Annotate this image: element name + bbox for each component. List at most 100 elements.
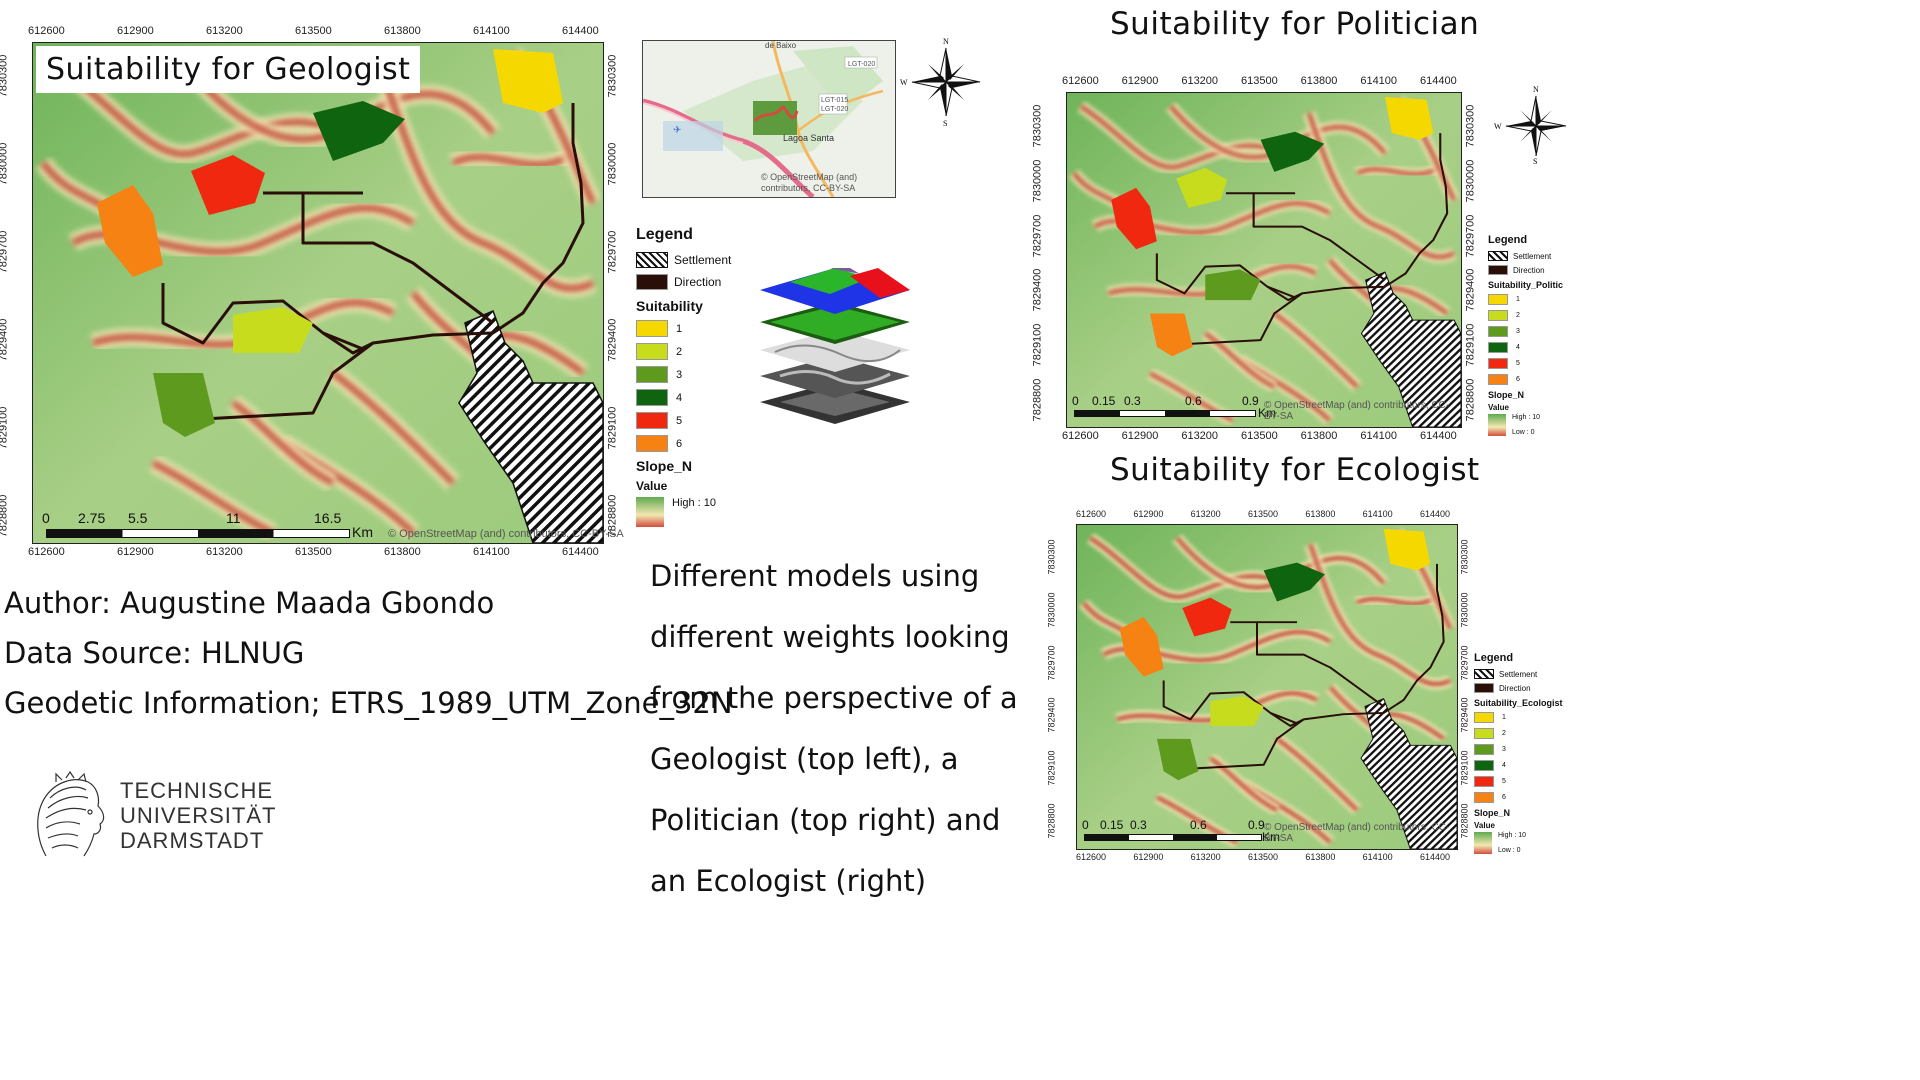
legend-low: Low : 0 [1512,429,1535,436]
class-swatch [636,389,668,406]
university-logo: TECHNISCHE UNIVERSITÄT DARMSTADT [26,768,316,864]
x-tick-label: 612600 [28,546,65,558]
legend-class-1: 1 [1474,712,1566,723]
direction-path [202,103,585,421]
class-label: 4 [1502,762,1506,769]
x-tick-label: 614100 [473,25,510,37]
compass-s: S [943,119,947,128]
legend-class-2: 2 [1474,728,1566,739]
logo-line2: UNIVERSITÄT [120,803,277,828]
x-tick-label: 612600 [1062,430,1099,442]
x-tick-label: 614100 [473,546,510,558]
suitability-zone-class-2 [1176,167,1228,208]
suitability-zone-class-6 [1149,313,1193,357]
class-label: 5 [676,414,683,427]
class-swatch [1488,358,1508,369]
compass-s: S [1533,157,1537,166]
direction-path [1269,712,1298,725]
legend-value: Value [1474,821,1495,830]
x-tick-label: 614400 [562,546,599,558]
class-label: 2 [1502,730,1506,737]
slope-ridge [1209,756,1279,813]
legend-suitability-ecologist: Suitability_Ecologist [1474,698,1563,708]
class-swatch [1488,374,1508,385]
legend-title: Legend [1488,234,1528,246]
direction-path [1162,680,1305,727]
slope-ridge [451,150,576,169]
inset-place-top: de Baixo [765,41,797,50]
ecologist-map-title: Suitability for Ecologist [1110,452,1480,488]
slope-ridge [379,71,595,292]
y-tick-label: 7828800 [1031,378,1044,422]
y-tick-label: 7829700 [1031,214,1044,258]
x-tick-label: 614100 [1360,430,1398,442]
class-label: 4 [676,391,683,404]
x-tick-label: 613800 [1305,509,1336,519]
y-tick-label: 7829700 [1459,645,1470,681]
x-tick-label: 612600 [28,25,65,37]
legend-title: Legend [1474,652,1514,664]
layer-stack-illustration [750,262,920,432]
inset-road-label: LGT-015 [821,97,848,104]
x-tick-label: 612600 [1076,852,1107,862]
y-tick-label: 7830000 [1464,159,1477,203]
slope-ramp [636,497,664,527]
ecologist-scalebar: 0 0.15 0.3 0.6 0.9 Km [1080,818,1330,846]
y-tick-label: 7829100 [1464,323,1477,367]
legend-value: Value [636,479,668,493]
slope-ridge [51,60,336,158]
class-label: 1 [1502,714,1506,721]
x-tick-label: 613800 [1300,430,1338,442]
class-swatch [1488,294,1508,305]
direction-path [1155,253,1303,302]
compass-n: N [1533,85,1539,94]
north-arrow-icon: N W S [900,36,990,128]
map-ecologist[interactable] [1076,524,1458,850]
class-swatch [1474,760,1494,771]
map-politician[interactable] [1066,92,1462,428]
x-tick-label: 613200 [206,25,243,37]
geologist-attribution: © OpenStreetMap (and) contributors, CC-B… [388,528,624,540]
x-tick-label: 613200 [1190,852,1221,862]
y-tick-label: 7830300 [1046,539,1057,575]
x-tick-label: 613200 [1181,430,1219,442]
y-tick-label: 7830300 [606,54,619,98]
y-tick-label: 7829700 [606,230,619,274]
class-swatch [1488,342,1508,353]
direction-swatch [1474,683,1494,693]
y-tick-label: 7828800 [1464,378,1477,422]
class-swatch [1474,792,1494,803]
class-label: 3 [1502,746,1506,753]
legend-settlement: Settlement [1513,251,1552,261]
class-swatch [1488,326,1508,337]
scale-label: 0.6 [1185,394,1202,408]
suitability-zone-class-1 [493,49,563,113]
legend-class-6: 6 [636,435,746,452]
direction-path [1184,133,1449,346]
legend-class-2: 2 [636,343,746,360]
legend-high: High : 10 [1498,832,1527,839]
class-swatch [636,320,668,337]
scale-label: 2.75 [78,510,106,526]
inset-road-label: LGT-020 [848,61,875,68]
class-label: 5 [1516,360,1520,367]
y-tick-label: 7828800 [1459,803,1470,839]
class-label: 2 [1516,312,1520,319]
politician-scalebar: 0 0.15 0.3 0.6 0.9 Km [1070,394,1320,422]
description-text: Different models using different weights… [650,559,1018,898]
scale-label: 16.5 [314,510,342,526]
slope-ridge [330,370,456,486]
map-geologist[interactable] [32,42,604,544]
slope-ramp [1474,832,1492,854]
legend-class-3: 3 [1488,326,1568,337]
x-tick-label: 613500 [1241,75,1278,87]
direction-swatch [1488,265,1508,275]
suitability-zone-class-2 [1210,696,1264,726]
legend-class-4: 4 [1488,342,1568,353]
legend-slope: Slope_N [1488,390,1525,400]
suitability-zone-class-3 [1205,269,1261,301]
x-tick-label: 613800 [1300,75,1338,87]
scale-label: 0.9 [1248,818,1265,832]
class-swatch [636,343,668,360]
slope-ridge [1272,311,1360,389]
